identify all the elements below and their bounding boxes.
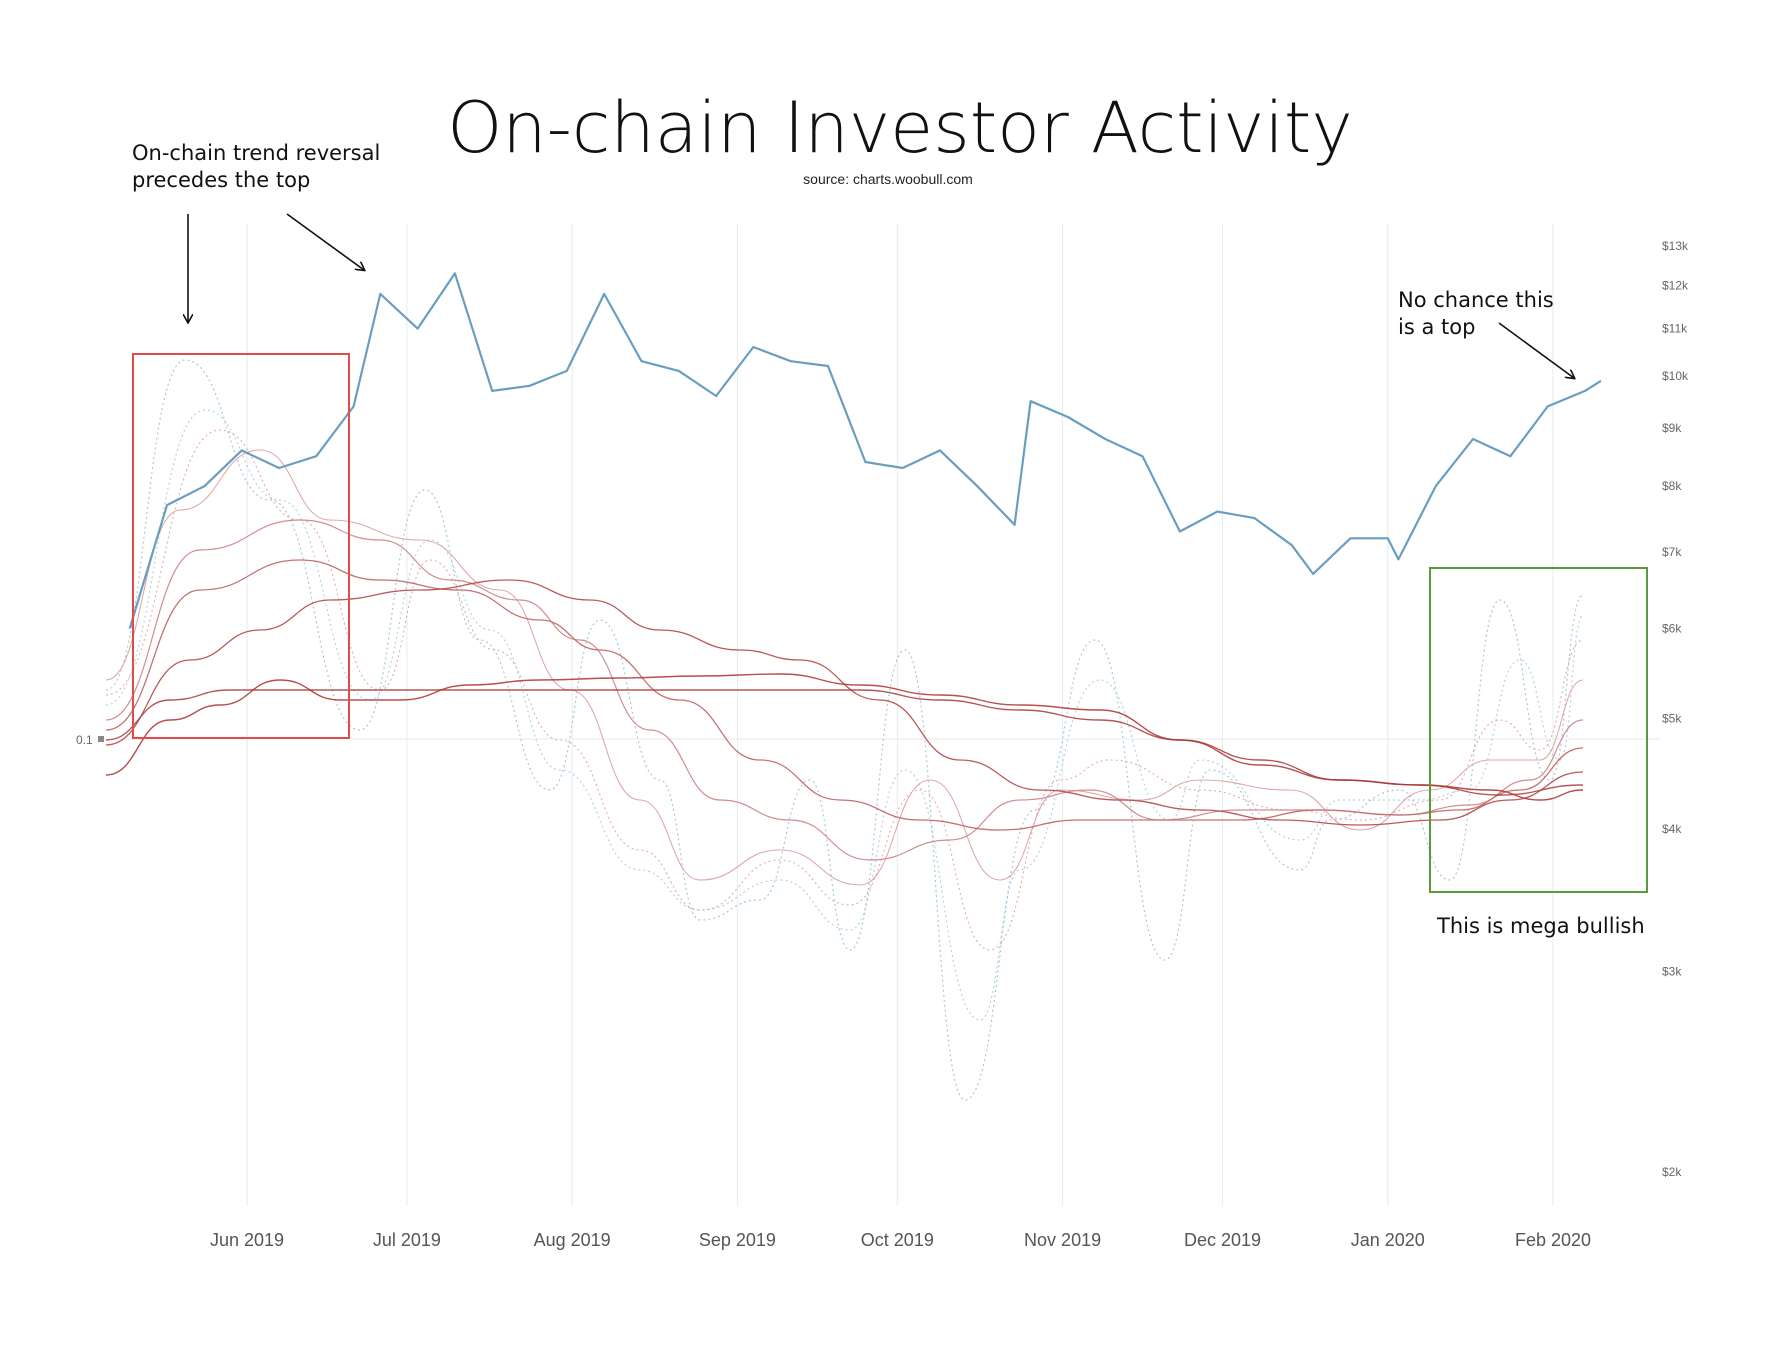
y-tick-label: $7k	[1662, 545, 1682, 559]
y-tick-label: $4k	[1662, 822, 1682, 836]
y-tick-label: $9k	[1662, 421, 1682, 435]
annotation-left-line1: On-chain trend reversal	[132, 141, 380, 165]
x-tick-label: Sep 2019	[699, 1230, 776, 1250]
highlight-box-green	[1429, 567, 1648, 893]
x-tick-label: Feb 2020	[1515, 1230, 1591, 1250]
y-tick-label: $2k	[1662, 1165, 1682, 1179]
x-axis: Jun 2019 Jul 2019 Aug 2019 Sep 2019 Oct 2019…	[210, 1230, 1591, 1250]
y-tick-label: $6k	[1662, 622, 1682, 636]
annotation-right-line2: is a top	[1398, 315, 1475, 339]
x-tick-label: Aug 2019	[534, 1230, 611, 1250]
x-tick-label: Nov 2019	[1024, 1230, 1101, 1250]
price-series	[128, 272, 1602, 629]
activity-line-4	[105, 449, 1584, 886]
y-tick-label: $3k	[1662, 964, 1682, 978]
annotation-left-line2: precedes the top	[132, 168, 310, 192]
y-tick-label: $12k	[1662, 279, 1689, 293]
y-left-tick-marker	[98, 736, 104, 742]
activity-line-6	[105, 559, 1584, 831]
activity-line-3	[105, 429, 1584, 951]
moving-average-lines	[105, 359, 1584, 1101]
annotation-box-label: This is mega bullish	[1436, 914, 1645, 938]
arrow-to-latest	[1498, 322, 1574, 378]
activity-line-2	[105, 409, 1584, 1021]
y-tick-label: $11k	[1662, 322, 1688, 336]
x-tick-label: Jan 2020	[1351, 1230, 1425, 1250]
activity-line-1	[105, 359, 1584, 1101]
price-line	[128, 272, 1602, 629]
x-tick-label: Jul 2019	[373, 1230, 441, 1250]
annotation-right-line1: No chance this	[1398, 288, 1554, 312]
x-tick-label: Jun 2019	[210, 1230, 284, 1250]
y-tick-label: $13k	[1662, 239, 1689, 253]
x-tick-label: Dec 2019	[1184, 1230, 1261, 1250]
grid	[106, 224, 1660, 1206]
chart-subtitle: source: charts.woobull.com	[803, 171, 973, 187]
y-tick-label: $5k	[1662, 712, 1682, 726]
y-axis-right: $13k $12k $11k $10k $9k $8k $7k $6k $5k $4k $3k $2k	[1662, 239, 1689, 1179]
x-tick-label: Oct 2019	[861, 1230, 934, 1250]
highlight-box-red	[132, 353, 350, 739]
arrow-to-top	[286, 213, 364, 270]
y-left-tick-label: 0.1	[76, 733, 93, 747]
activity-line-7	[105, 579, 1584, 826]
y-tick-label: $10k	[1662, 369, 1689, 383]
chart-title: On-chain Investor Activity	[447, 87, 1353, 169]
y-tick-label: $8k	[1662, 479, 1682, 493]
activity-line-9	[105, 689, 1584, 796]
